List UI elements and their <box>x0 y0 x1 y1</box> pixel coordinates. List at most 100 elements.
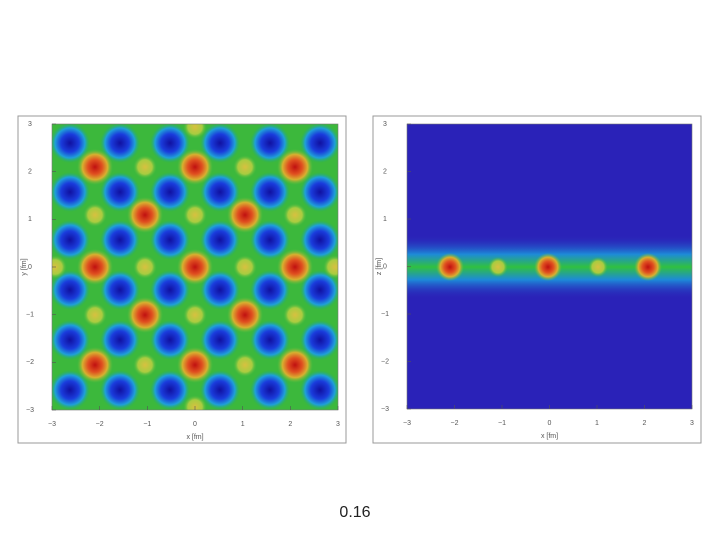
density-blob <box>250 220 290 260</box>
x-tick-label: 2 <box>288 421 292 428</box>
density-blob <box>133 353 157 377</box>
density-blob <box>183 124 207 139</box>
density-blob <box>52 370 90 410</box>
density-blob <box>150 370 190 410</box>
density-blob <box>83 203 107 227</box>
density-blob <box>77 249 113 285</box>
density-blob <box>534 253 562 281</box>
x-tick-label: 1 <box>241 421 245 428</box>
y-tick-label: −1 <box>26 312 34 319</box>
density-blob <box>277 347 313 383</box>
density-plot <box>407 124 692 409</box>
density-blob <box>150 220 190 260</box>
y-axis-label: z [fm] <box>376 258 383 275</box>
y-tick-label: −2 <box>26 359 34 366</box>
y-axis-label: y [fm] <box>21 258 28 275</box>
density-blob <box>200 124 240 163</box>
density-blob <box>488 257 508 277</box>
density-blob <box>100 370 140 410</box>
density-blob <box>150 124 190 163</box>
slide-number: 0.16 <box>339 504 370 521</box>
density-blob <box>436 253 464 281</box>
y-tick-label: 1 <box>383 216 387 223</box>
density-blob <box>300 172 338 212</box>
density-blob <box>277 149 313 185</box>
density-blob <box>250 172 290 212</box>
density-blob <box>77 347 113 383</box>
x-axis-label: x [fm] <box>186 434 203 441</box>
density-blob <box>77 149 113 185</box>
density-blob <box>300 370 338 410</box>
density-blob <box>52 124 90 163</box>
density-blob <box>52 220 90 260</box>
density-blob <box>127 297 163 333</box>
density-blob <box>200 320 240 360</box>
y-tick-label: 3 <box>28 121 32 128</box>
density-blob <box>250 124 290 163</box>
y-tick-label: 0 <box>383 263 387 270</box>
density-blob <box>233 353 257 377</box>
density-blob <box>233 255 257 279</box>
density-blob <box>300 220 338 260</box>
density-blob <box>588 257 608 277</box>
density-blob <box>127 197 163 233</box>
x-tick-label: −2 <box>96 421 104 428</box>
density-blob <box>177 149 213 185</box>
density-blob <box>200 370 240 410</box>
x-tick-label: −3 <box>403 420 411 427</box>
y-tick-label: 1 <box>28 216 32 223</box>
density-blob <box>100 270 140 310</box>
density-blob <box>300 320 338 360</box>
density-blob <box>250 370 290 410</box>
density-blob <box>200 270 240 310</box>
density-blob <box>100 220 140 260</box>
x-tick-label: 0 <box>548 420 552 427</box>
density-blob <box>300 270 338 310</box>
density-blob <box>323 255 338 279</box>
density-blob <box>150 270 190 310</box>
density-plot <box>52 124 338 410</box>
x-tick-label: 2 <box>643 420 647 427</box>
density-blob <box>133 155 157 179</box>
density-blob <box>183 303 207 327</box>
y-tick-label: 0 <box>28 264 32 271</box>
density-blob <box>200 172 240 212</box>
density-blob <box>52 255 67 279</box>
density-blob <box>300 124 338 163</box>
x-tick-label: 3 <box>690 420 694 427</box>
density-blob <box>283 303 307 327</box>
x-tick-label: −3 <box>48 421 56 428</box>
y-tick-label: −3 <box>381 406 389 413</box>
density-blob <box>52 270 90 310</box>
x-tick-label: −2 <box>451 420 459 427</box>
density-blob <box>100 172 140 212</box>
x-tick-label: −1 <box>143 421 151 428</box>
x-tick-label: −1 <box>498 420 506 427</box>
density-blob <box>233 155 257 179</box>
density-blob <box>227 197 263 233</box>
density-blob <box>227 297 263 333</box>
density-blob <box>177 249 213 285</box>
density-blob <box>250 320 290 360</box>
density-blob <box>177 347 213 383</box>
x-axis-label: x [fm] <box>541 433 558 440</box>
x-tick-label: 3 <box>336 421 340 428</box>
y-tick-label: −1 <box>381 311 389 318</box>
density-blob <box>183 395 207 410</box>
density-blob <box>150 172 190 212</box>
y-tick-label: 2 <box>28 169 32 176</box>
density-blob <box>100 320 140 360</box>
x-tick-label: 0 <box>193 421 197 428</box>
y-tick-label: −2 <box>381 358 389 365</box>
density-blob <box>150 320 190 360</box>
density-blob <box>52 320 90 360</box>
y-tick-label: 2 <box>383 168 387 175</box>
y-tick-label: −3 <box>26 407 34 414</box>
density-blob <box>100 124 140 163</box>
y-tick-label: 3 <box>383 121 387 128</box>
density-blob <box>250 270 290 310</box>
density-blob <box>277 249 313 285</box>
x-tick-label: 1 <box>595 420 599 427</box>
